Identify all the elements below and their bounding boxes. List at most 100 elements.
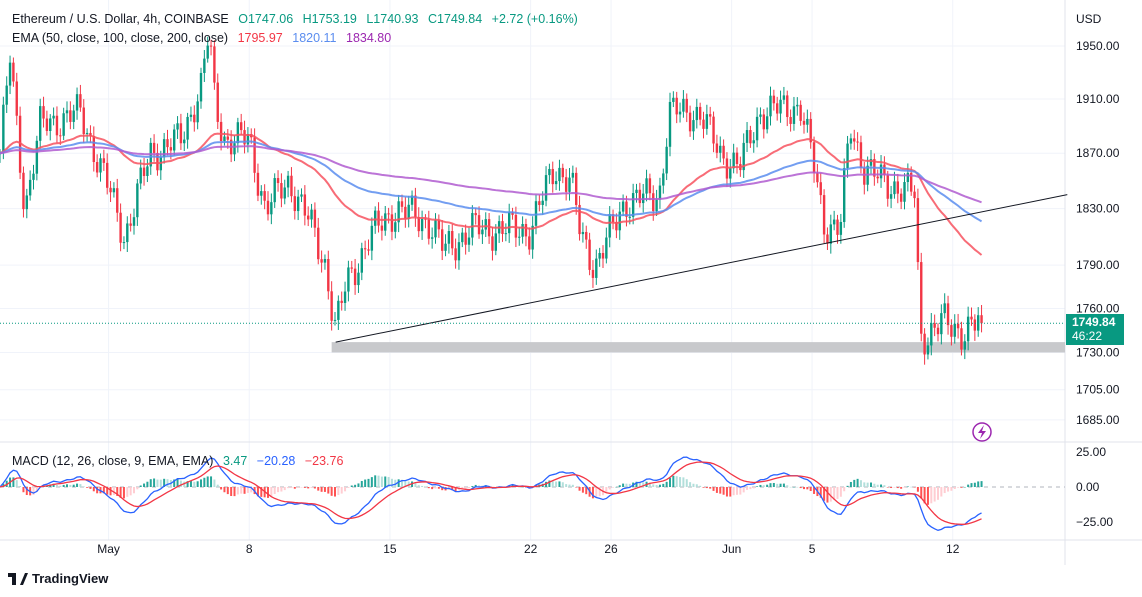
candle <box>819 182 822 196</box>
candle <box>906 172 910 183</box>
candle <box>980 315 983 324</box>
candle <box>126 223 129 243</box>
tradingview-logo[interactable]: TradingView <box>8 571 108 586</box>
ema100-value: 1820.11 <box>292 31 337 45</box>
macd-histogram-bar <box>903 487 906 488</box>
candle <box>765 116 769 130</box>
macd-histogram-bar <box>106 487 109 495</box>
macd-histogram-bar <box>82 486 85 487</box>
candle <box>611 214 615 223</box>
candle <box>662 173 665 186</box>
macd-histogram-bar <box>518 486 521 488</box>
macd-histogram-bar <box>200 479 202 487</box>
candle <box>956 323 960 329</box>
macd-histogram-bar <box>555 481 558 487</box>
macd-tick-label: 25.00 <box>1076 445 1106 459</box>
macd-histogram-bar <box>906 486 909 487</box>
candle <box>541 200 544 205</box>
macd-histogram-bar <box>548 480 551 487</box>
candle <box>176 123 179 130</box>
macd-histogram-bar <box>759 484 762 487</box>
macd-histogram-bar <box>779 483 782 487</box>
candle <box>538 201 541 205</box>
macd-histogram-bar <box>950 487 953 491</box>
macd-histogram-bar <box>116 487 119 496</box>
candle <box>340 300 343 303</box>
macd-histogram-bar <box>926 487 929 505</box>
candle <box>668 101 672 147</box>
macd-histogram-bar <box>176 479 179 487</box>
macd-histogram-bar <box>270 487 273 497</box>
macd-histogram-bar <box>685 479 688 487</box>
candle <box>320 259 323 263</box>
macd-histogram-bar <box>357 483 360 487</box>
macd-histogram-bar <box>112 487 115 496</box>
candle <box>22 172 25 210</box>
macd-histogram-bar <box>799 487 802 489</box>
macd-histogram-bar <box>813 487 816 494</box>
macd-histogram-bar <box>216 484 219 487</box>
macd-histogram-bar <box>665 481 668 487</box>
macd-histogram-bar <box>568 484 571 487</box>
candle <box>75 94 79 111</box>
candle <box>2 104 5 154</box>
macd-histogram-bar <box>451 487 454 491</box>
candle <box>508 212 511 234</box>
macd-histogram-bar <box>940 487 943 497</box>
macd-histogram-bar <box>675 476 678 487</box>
lightning-icon[interactable] <box>972 422 992 442</box>
candle <box>223 136 226 142</box>
macd-histogram-bar <box>468 487 470 489</box>
macd-histogram-bar <box>407 481 410 487</box>
candle <box>692 120 695 132</box>
candle <box>923 333 926 355</box>
candle <box>648 178 652 194</box>
candle <box>82 107 85 134</box>
macd-histogram-bar <box>163 478 166 487</box>
candle <box>601 253 605 259</box>
macd-histogram-bar <box>32 487 35 495</box>
candle <box>216 82 219 122</box>
macd-histogram-bar <box>662 483 665 487</box>
candle <box>437 220 441 230</box>
macd-histogram-bar <box>823 487 826 501</box>
macd-histogram-bar <box>280 487 283 492</box>
macd-histogram-bar <box>19 486 22 487</box>
macd-histogram-bar <box>327 487 330 494</box>
macd-histogram-bar <box>337 487 340 496</box>
candle <box>876 176 879 179</box>
macd-histogram-bar <box>25 487 28 496</box>
macd-histogram-bar <box>766 484 769 487</box>
candle <box>534 201 538 226</box>
candle <box>122 242 126 244</box>
macd-histogram-bar <box>923 487 926 504</box>
candle <box>940 313 943 335</box>
macd-histogram-bar <box>89 487 92 489</box>
macd-histogram-bar <box>66 484 68 487</box>
candle <box>749 130 752 144</box>
candle <box>846 143 849 169</box>
x-tick-label: 12 <box>946 542 960 556</box>
macd-histogram-bar <box>819 487 822 498</box>
candle <box>12 62 15 82</box>
candle <box>645 178 648 194</box>
macd-histogram-bar <box>203 477 206 487</box>
candle <box>360 248 363 273</box>
candle <box>246 133 250 145</box>
macd-histogram-bar <box>344 487 347 492</box>
candle <box>973 319 977 331</box>
macd-histogram-bar <box>424 486 427 488</box>
candle <box>28 179 32 196</box>
close-value: C1749.84 <box>427 12 483 26</box>
macd-histogram-bar <box>92 487 95 492</box>
candle <box>792 106 796 124</box>
ema100-line <box>0 140 983 223</box>
candle <box>434 220 437 238</box>
candle <box>591 269 595 278</box>
candle <box>330 291 333 321</box>
candle <box>226 136 229 140</box>
x-tick-label: 22 <box>524 542 538 556</box>
candle <box>910 172 913 192</box>
candle <box>156 152 159 171</box>
